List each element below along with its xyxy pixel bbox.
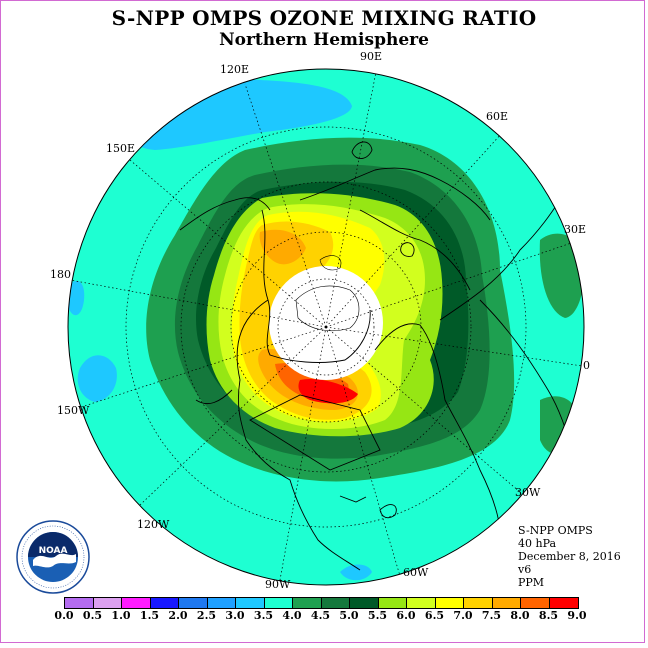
colorbar-swatch	[293, 598, 322, 608]
colorbar-tick-label: 2.5	[196, 609, 217, 622]
colorbar-tick-label: 4.5	[310, 609, 331, 622]
longitude-label-120w: 120W	[137, 518, 170, 531]
colorbar-swatch	[378, 598, 407, 608]
colorbar-tick-label: 0.0	[54, 609, 74, 622]
green-patch-east	[540, 396, 579, 454]
colorbar-tick-label: 5.0	[339, 609, 359, 622]
green-patch-30e	[539, 233, 584, 318]
colorbar-swatch	[122, 598, 151, 608]
colorbar-swatch	[264, 598, 293, 608]
longitude-label-90e: 90E	[360, 50, 383, 63]
noaa-logo-text: NOAA	[39, 546, 68, 556]
pressure-level-label: 40 hPa	[518, 537, 557, 550]
colorbar-tick-label: 3.0	[225, 609, 245, 622]
instrument-label: S-NPP OMPS	[518, 524, 593, 537]
coastlines	[179, 141, 573, 571]
colorbar-tick-label: 1.5	[139, 609, 160, 622]
colorbar-swatch	[407, 598, 436, 608]
date-label: December 8, 2016	[518, 550, 621, 563]
noaa-logo: NOAA	[16, 520, 90, 594]
colorbar-swatch	[521, 598, 550, 608]
colorbar-tick-label: 0.5	[82, 609, 103, 622]
longitude-label-60w: 60W	[403, 566, 429, 579]
colorbar-tick-label: 2.0	[168, 609, 188, 622]
colorbar-tick-label: 6.5	[424, 609, 445, 622]
colorbar-swatch	[150, 598, 179, 608]
blue-patch-south	[340, 564, 372, 581]
longitude-label-60e: 60E	[486, 110, 509, 123]
colorbar-tick-label: 7.5	[481, 609, 502, 622]
longitude-label-30w: 30W	[515, 486, 541, 499]
version-label: v6	[518, 563, 532, 576]
map-disk-outline	[67, 68, 585, 586]
colorbar-swatch	[236, 598, 265, 608]
colorbar-tick-labels: 0.0 0.5 1.0 1.5 2.0 2.5 3.0 3.5 4.0 4.5 5.0 5.5 6.0 6…	[54, 609, 587, 623]
colorbar-tick-label: 8.0	[510, 609, 530, 622]
longitude-label-180: 180	[50, 268, 71, 281]
longitude-label-120e: 120E	[220, 63, 250, 76]
longitude-label-90w: 90W	[265, 578, 291, 591]
map-subtitle: Northern Hemisphere	[219, 30, 429, 50]
blue-patch-180	[68, 280, 85, 316]
colorbar-tick-label: 4.0	[282, 609, 302, 622]
longitude-label-30e: 30E	[564, 223, 587, 236]
colorbar-tick-label: 5.5	[367, 609, 388, 622]
units-label: PPM	[518, 576, 545, 589]
colorbar	[64, 597, 579, 609]
colorbar-swatch	[179, 598, 208, 608]
colorbar-tick-label: 1.0	[111, 609, 131, 622]
colorbar-swatch	[93, 598, 122, 608]
contour-8.5	[298, 378, 358, 404]
polar-night-no-data	[269, 266, 383, 380]
colorbar-swatch	[321, 598, 350, 608]
colorbar-swatch	[65, 598, 94, 608]
colorbar-tick-label: 7.0	[453, 609, 473, 622]
colorbar-swatch	[207, 598, 236, 608]
colorbar-tick-label: 6.0	[396, 609, 416, 622]
longitude-label-0: 0	[583, 359, 590, 372]
colorbar-swatch	[492, 598, 521, 608]
colorbar-swatch	[549, 598, 578, 608]
colorbar-swatch	[350, 598, 379, 608]
colorbar-tick-label: 3.5	[253, 609, 274, 622]
colorbar-swatch	[464, 598, 493, 608]
longitude-label-150w: 150W	[57, 404, 90, 417]
longitude-label-150e: 150E	[106, 142, 136, 155]
blue-patch-150w	[77, 355, 117, 402]
product-info-block: S-NPP OMPS 40 hPa December 8, 2016 v6 PP…	[518, 524, 621, 589]
colorbar-swatch	[435, 598, 464, 608]
colorbar-tick-label: 9.0	[567, 609, 587, 622]
colorbar-tick-label: 8.5	[538, 609, 559, 622]
map-title: S-NPP OMPS OZONE MIXING RATIO	[111, 6, 537, 30]
